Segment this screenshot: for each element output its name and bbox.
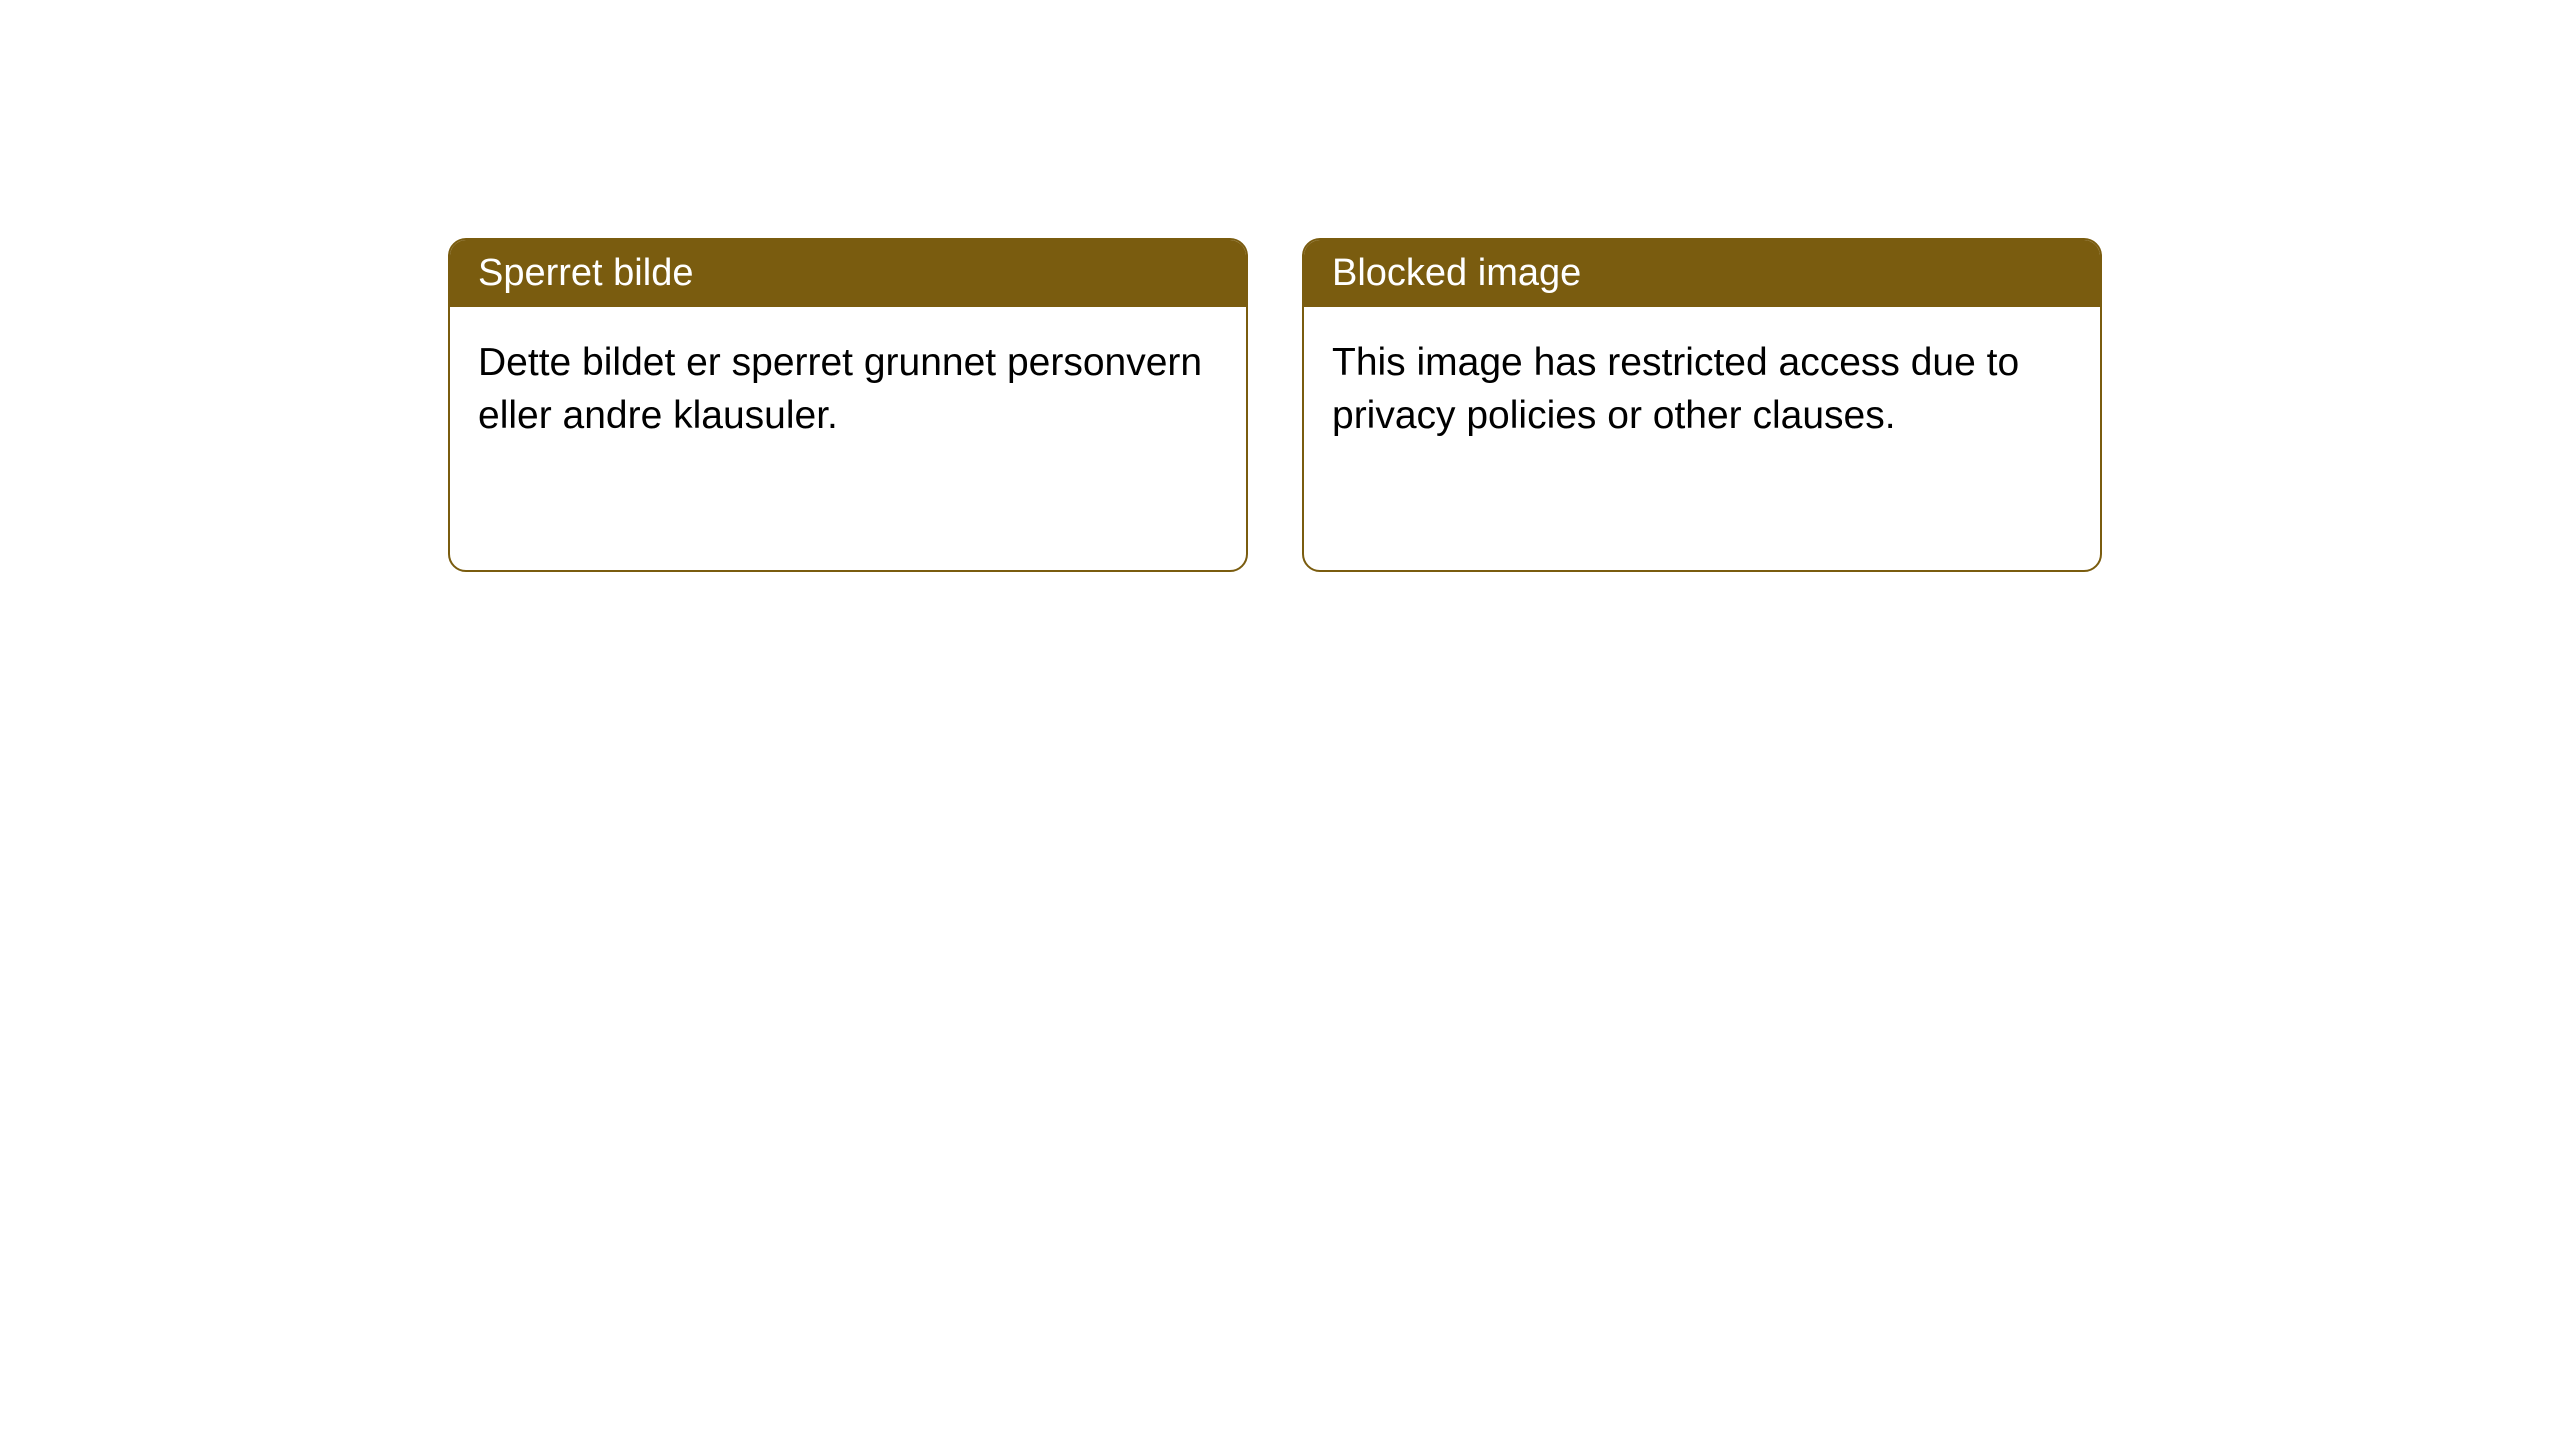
notice-card-english: Blocked image This image has restricted … [1302,238,2102,572]
notice-card-norwegian: Sperret bilde Dette bildet er sperret gr… [448,238,1248,572]
notice-title: Sperret bilde [478,252,693,294]
notice-body-text: This image has restricted access due to … [1332,341,2019,437]
notice-card-header: Blocked image [1304,240,2100,307]
notice-container: Sperret bilde Dette bildet er sperret gr… [448,238,2102,572]
notice-card-body: This image has restricted access due to … [1304,307,2100,472]
notice-title: Blocked image [1332,252,1581,294]
notice-card-header: Sperret bilde [450,240,1246,307]
notice-body-text: Dette bildet er sperret grunnet personve… [478,341,1202,437]
notice-card-body: Dette bildet er sperret grunnet personve… [450,307,1246,472]
